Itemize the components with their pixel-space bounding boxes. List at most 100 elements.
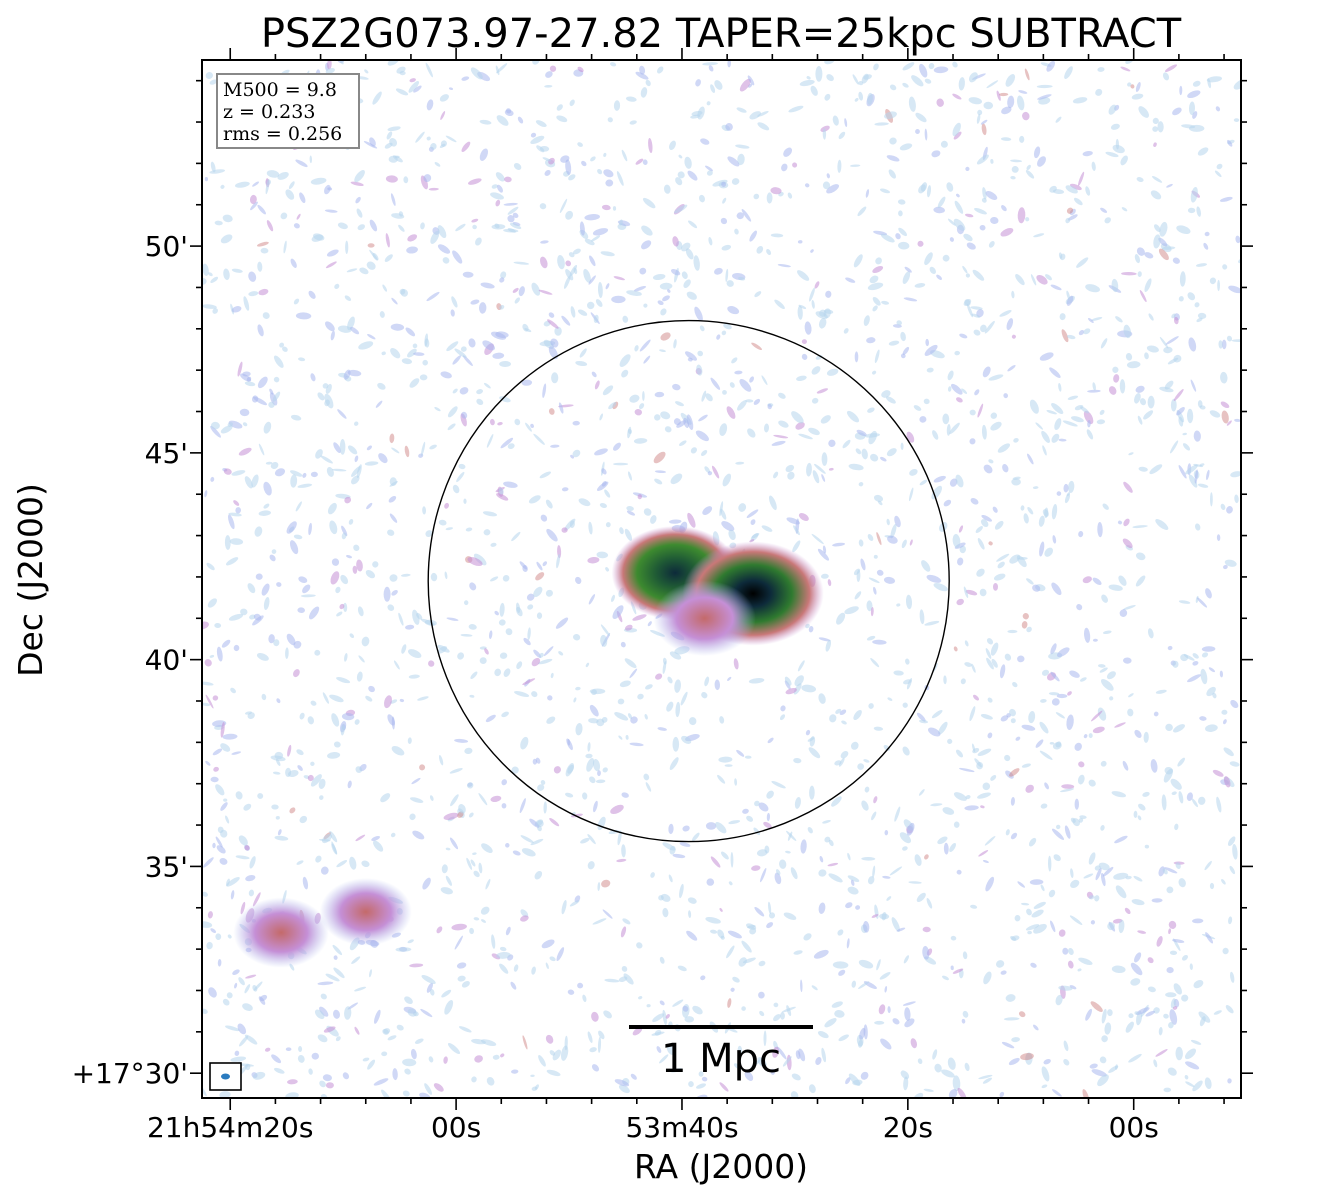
noise-blob [556,104,563,111]
noise-blob [846,410,860,423]
noise-blob [864,786,870,793]
noise-blob [794,675,804,687]
noise-blob [1025,1052,1033,1065]
noise-blob [818,637,831,642]
noise-blob [1144,278,1152,293]
noise-blob [672,736,680,752]
noise-blob [1100,207,1108,213]
noise-blob [1097,707,1107,721]
noise-blob [265,461,273,465]
noise-blob [642,391,645,401]
noise-blob [1098,664,1106,668]
noise-blob [869,275,879,284]
noise-blob [976,762,984,770]
noise-blob [692,1005,703,1015]
noise-blob [1109,696,1114,701]
noise-blob [1035,422,1044,430]
noise-blob [982,187,987,200]
noise-blob [602,909,613,919]
noise-blob [1223,564,1228,570]
noise-blob [804,183,810,188]
noise-blob [430,572,438,582]
noise-blob [1164,380,1174,390]
noise-blob [898,210,903,217]
noise-blob [850,164,861,167]
noise-blob [852,74,859,85]
noise-blob [954,350,960,356]
noise-blob [514,690,530,698]
noise-blob [310,177,327,185]
noise-blob [239,1035,249,1047]
noise-blob [700,975,706,981]
noise-blob [337,325,352,333]
noise-blob [339,439,346,455]
noise-blob [876,532,882,546]
noise-blob [1005,770,1014,779]
noise-blob [771,440,786,446]
noise-blob [825,290,832,298]
noise-blob [1042,445,1047,456]
noise-blob [314,649,321,656]
noise-blob [501,711,509,718]
noise-blob [367,334,376,340]
noise-blob [763,1030,767,1047]
noise-blob [705,822,717,830]
noise-blob [966,304,974,318]
noise-blob [297,607,305,614]
noise-blob [883,576,896,584]
noise-blob [996,960,1005,968]
noise-blob [387,529,395,536]
noise-blob [456,962,467,969]
noise-blob [977,538,985,550]
noise-blob [725,268,729,282]
noise-blob [793,525,800,536]
noise-blob [731,357,738,364]
noise-blob [391,589,398,596]
noise-blob [1064,825,1071,839]
noise-blob [587,556,600,564]
noise-blob [590,156,596,162]
noise-blob [997,561,1005,569]
noise-blob [1043,1058,1051,1065]
noise-blob [545,589,553,597]
noise-blob [1001,205,1007,212]
noise-blob [920,182,928,192]
noise-blob [565,260,572,267]
noise-blob [924,252,933,266]
noise-blob [720,851,729,860]
noise-blob [1221,339,1227,350]
noise-blob [518,286,525,297]
noise-blob [699,325,705,332]
noise-blob [838,969,846,976]
noise-blob [263,481,272,496]
noise-blob [366,261,376,270]
noise-blob [1125,1021,1134,1033]
noise-blob [401,644,407,654]
noise-blob [1004,754,1011,762]
noise-blob [1097,67,1105,72]
noise-blob [726,280,734,287]
noise-blob [961,1018,966,1024]
noise-blob [1011,478,1021,486]
noise-blob [706,170,713,176]
noise-blob [1185,1081,1195,1088]
noise-blob [914,283,926,288]
noise-blob [322,692,330,704]
noise-blob [977,748,992,757]
noise-blob [333,741,341,748]
noise-blob [534,870,543,880]
noise-blob [865,189,870,198]
noise-blob [1169,1009,1178,1025]
noise-blob [223,798,228,802]
noise-blob [503,668,511,678]
noise-blob [889,866,903,876]
noise-blob [1011,334,1016,339]
x-tick-label: 21h54m20s [147,1111,314,1144]
noise-blob [249,194,257,205]
noise-blob [1101,1008,1107,1024]
noise-blob [870,658,880,668]
noise-blob [947,218,956,226]
noise-blob [845,1077,851,1085]
noise-blob [1107,1009,1113,1017]
noise-blob [639,267,647,275]
